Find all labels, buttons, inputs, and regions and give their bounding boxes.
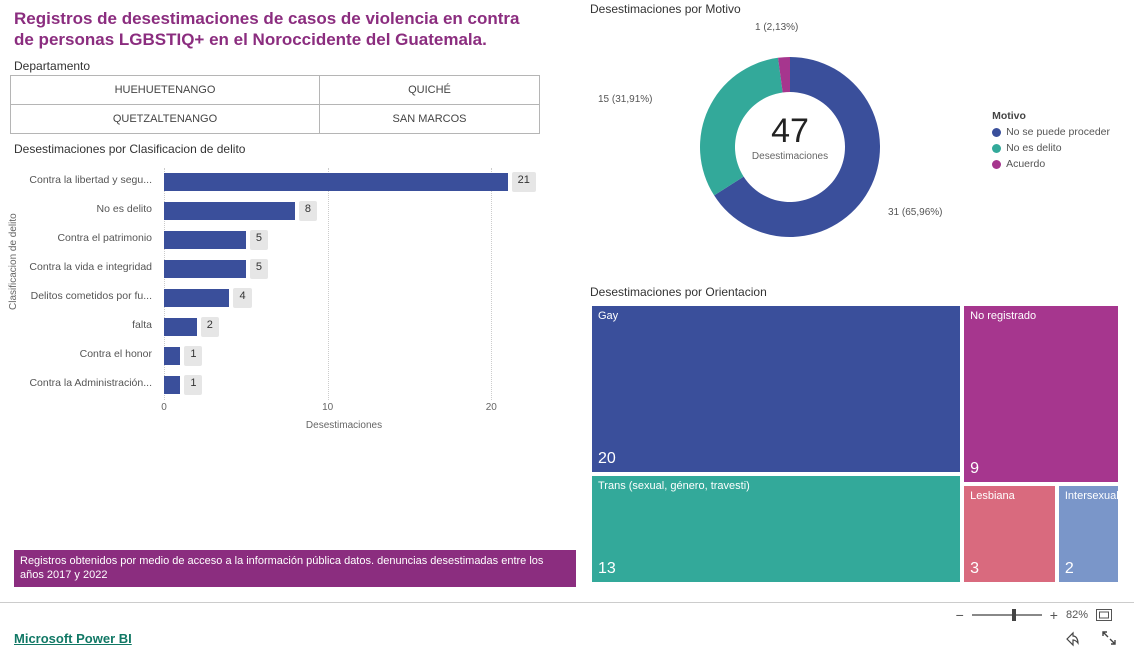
legend-item[interactable]: No es delito <box>992 142 1110 154</box>
bar-chart-x-axis-label: Desestimaciones <box>164 420 524 431</box>
zoom-slider[interactable] <box>972 610 1042 620</box>
bar-value-label: 2 <box>201 317 219 337</box>
legend-swatch <box>992 160 1001 169</box>
bar-category-label: Contra la vida e integridad <box>12 261 152 273</box>
zoom-out-button[interactable]: − <box>956 607 964 623</box>
slicer-departamento: HUEHUETENANGO QUICHÉ QUETZALTENANGO SAN … <box>10 75 540 134</box>
bar-category-label: Contra el honor <box>12 348 152 360</box>
powerbi-link[interactable]: Microsoft Power BI <box>14 631 132 646</box>
donut-data-label: 31 (65,96%) <box>888 207 942 218</box>
bar[interactable] <box>164 289 229 307</box>
bar[interactable] <box>164 173 508 191</box>
treemap-cell-value: 9 <box>970 460 979 478</box>
treemap-cell[interactable]: Gay 20 <box>590 304 962 474</box>
treemap[interactable]: Gay 20 Trans (sexual, género, travesti) 13 N… <box>590 304 1120 584</box>
treemap-cell-value: 2 <box>1065 560 1074 578</box>
bar[interactable] <box>164 376 180 394</box>
treemap-cell-label: No registrado <box>970 310 1112 322</box>
treemap-cell[interactable]: Trans (sexual, género, travesti) 13 <box>590 474 962 584</box>
bar-value-label: 8 <box>299 201 317 221</box>
bar-value-label: 1 <box>184 346 202 366</box>
donut-center-label: Desestimaciones <box>740 151 840 162</box>
bar-category-label: Contra el patrimonio <box>12 232 152 244</box>
donut-center: 47 Desestimaciones <box>740 112 840 162</box>
slicer-option[interactable]: QUETZALTENANGO <box>11 104 320 133</box>
bar[interactable] <box>164 260 246 278</box>
slicer-option[interactable]: QUICHÉ <box>320 75 540 104</box>
slicer-option[interactable]: HUEHUETENANGO <box>11 75 320 104</box>
legend-item[interactable]: No se puede proceder <box>992 126 1110 138</box>
donut-chart-title: Desestimaciones por Motivo <box>590 2 741 16</box>
legend-swatch <box>992 144 1001 153</box>
fit-to-page-icon[interactable] <box>1096 609 1112 621</box>
donut-chart[interactable]: 47 Desestimaciones 31 (65,96%) 15 (31,91… <box>600 22 1120 272</box>
treemap-title: Desestimaciones por Orientacion <box>590 285 767 299</box>
fullscreen-icon[interactable] <box>1102 631 1116 645</box>
treemap-cell[interactable]: Intersexual 2 <box>1057 484 1120 584</box>
share-icon[interactable] <box>1064 631 1080 647</box>
bar-category-label: No es delito <box>12 203 152 215</box>
page-title: Registros de desestimaciones de casos de… <box>10 6 530 55</box>
embed-toolbar: − + 82% Microsoft Power BI <box>0 602 1134 652</box>
bar-value-label: 4 <box>233 288 251 308</box>
bar-value-label: 1 <box>184 375 202 395</box>
treemap-cell-value: 13 <box>598 560 616 578</box>
bar-value-label: 5 <box>250 259 268 279</box>
donut-center-value: 47 <box>740 112 840 151</box>
treemap-cell-label: Trans (sexual, género, travesti) <box>598 480 954 492</box>
bar-category-label: Contra la Administración... <box>12 377 152 389</box>
bar-category-label: falta <box>12 319 152 331</box>
treemap-cell-value: 20 <box>598 450 616 468</box>
bar[interactable] <box>164 318 197 336</box>
donut-data-label: 15 (31,91%) <box>598 94 652 105</box>
treemap-cell-value: 3 <box>970 560 979 578</box>
legend-label: Acuerdo <box>1006 158 1045 170</box>
legend-title: Motivo <box>992 110 1110 122</box>
zoom-in-button[interactable]: + <box>1050 607 1058 623</box>
bar[interactable] <box>164 231 246 249</box>
bar[interactable] <box>164 202 295 220</box>
legend-label: No se puede proceder <box>1006 126 1110 138</box>
slicer-option[interactable]: SAN MARCOS <box>320 104 540 133</box>
donut-data-label: 1 (2,13%) <box>755 22 798 33</box>
bar-chart[interactable]: Clasificacion de delito Contra la libert… <box>14 160 574 450</box>
bar-category-label: Delitos cometidos por fu... <box>12 290 152 302</box>
legend-label: No es delito <box>1006 142 1061 154</box>
footnote-text: Registros obtenidos por medio de acceso … <box>14 550 576 587</box>
treemap-cell-label: Lesbiana <box>970 490 1049 502</box>
bar-category-label: Contra la libertad y segu... <box>12 174 152 186</box>
treemap-cell[interactable]: Lesbiana 3 <box>962 484 1057 584</box>
bar-value-label: 5 <box>250 230 268 250</box>
zoom-controls: − + 82% <box>956 607 1112 623</box>
zoom-percent: 82% <box>1066 609 1088 621</box>
bar[interactable] <box>164 347 180 365</box>
treemap-cell-label: Intersexual <box>1065 490 1112 502</box>
treemap-cell[interactable]: No registrado 9 <box>962 304 1120 484</box>
donut-legend: Motivo No se puede proceder No es delito… <box>992 110 1110 174</box>
treemap-cell-label: Gay <box>598 310 954 322</box>
legend-swatch <box>992 128 1001 137</box>
bar-value-label: 21 <box>512 172 536 192</box>
legend-item[interactable]: Acuerdo <box>992 158 1110 170</box>
